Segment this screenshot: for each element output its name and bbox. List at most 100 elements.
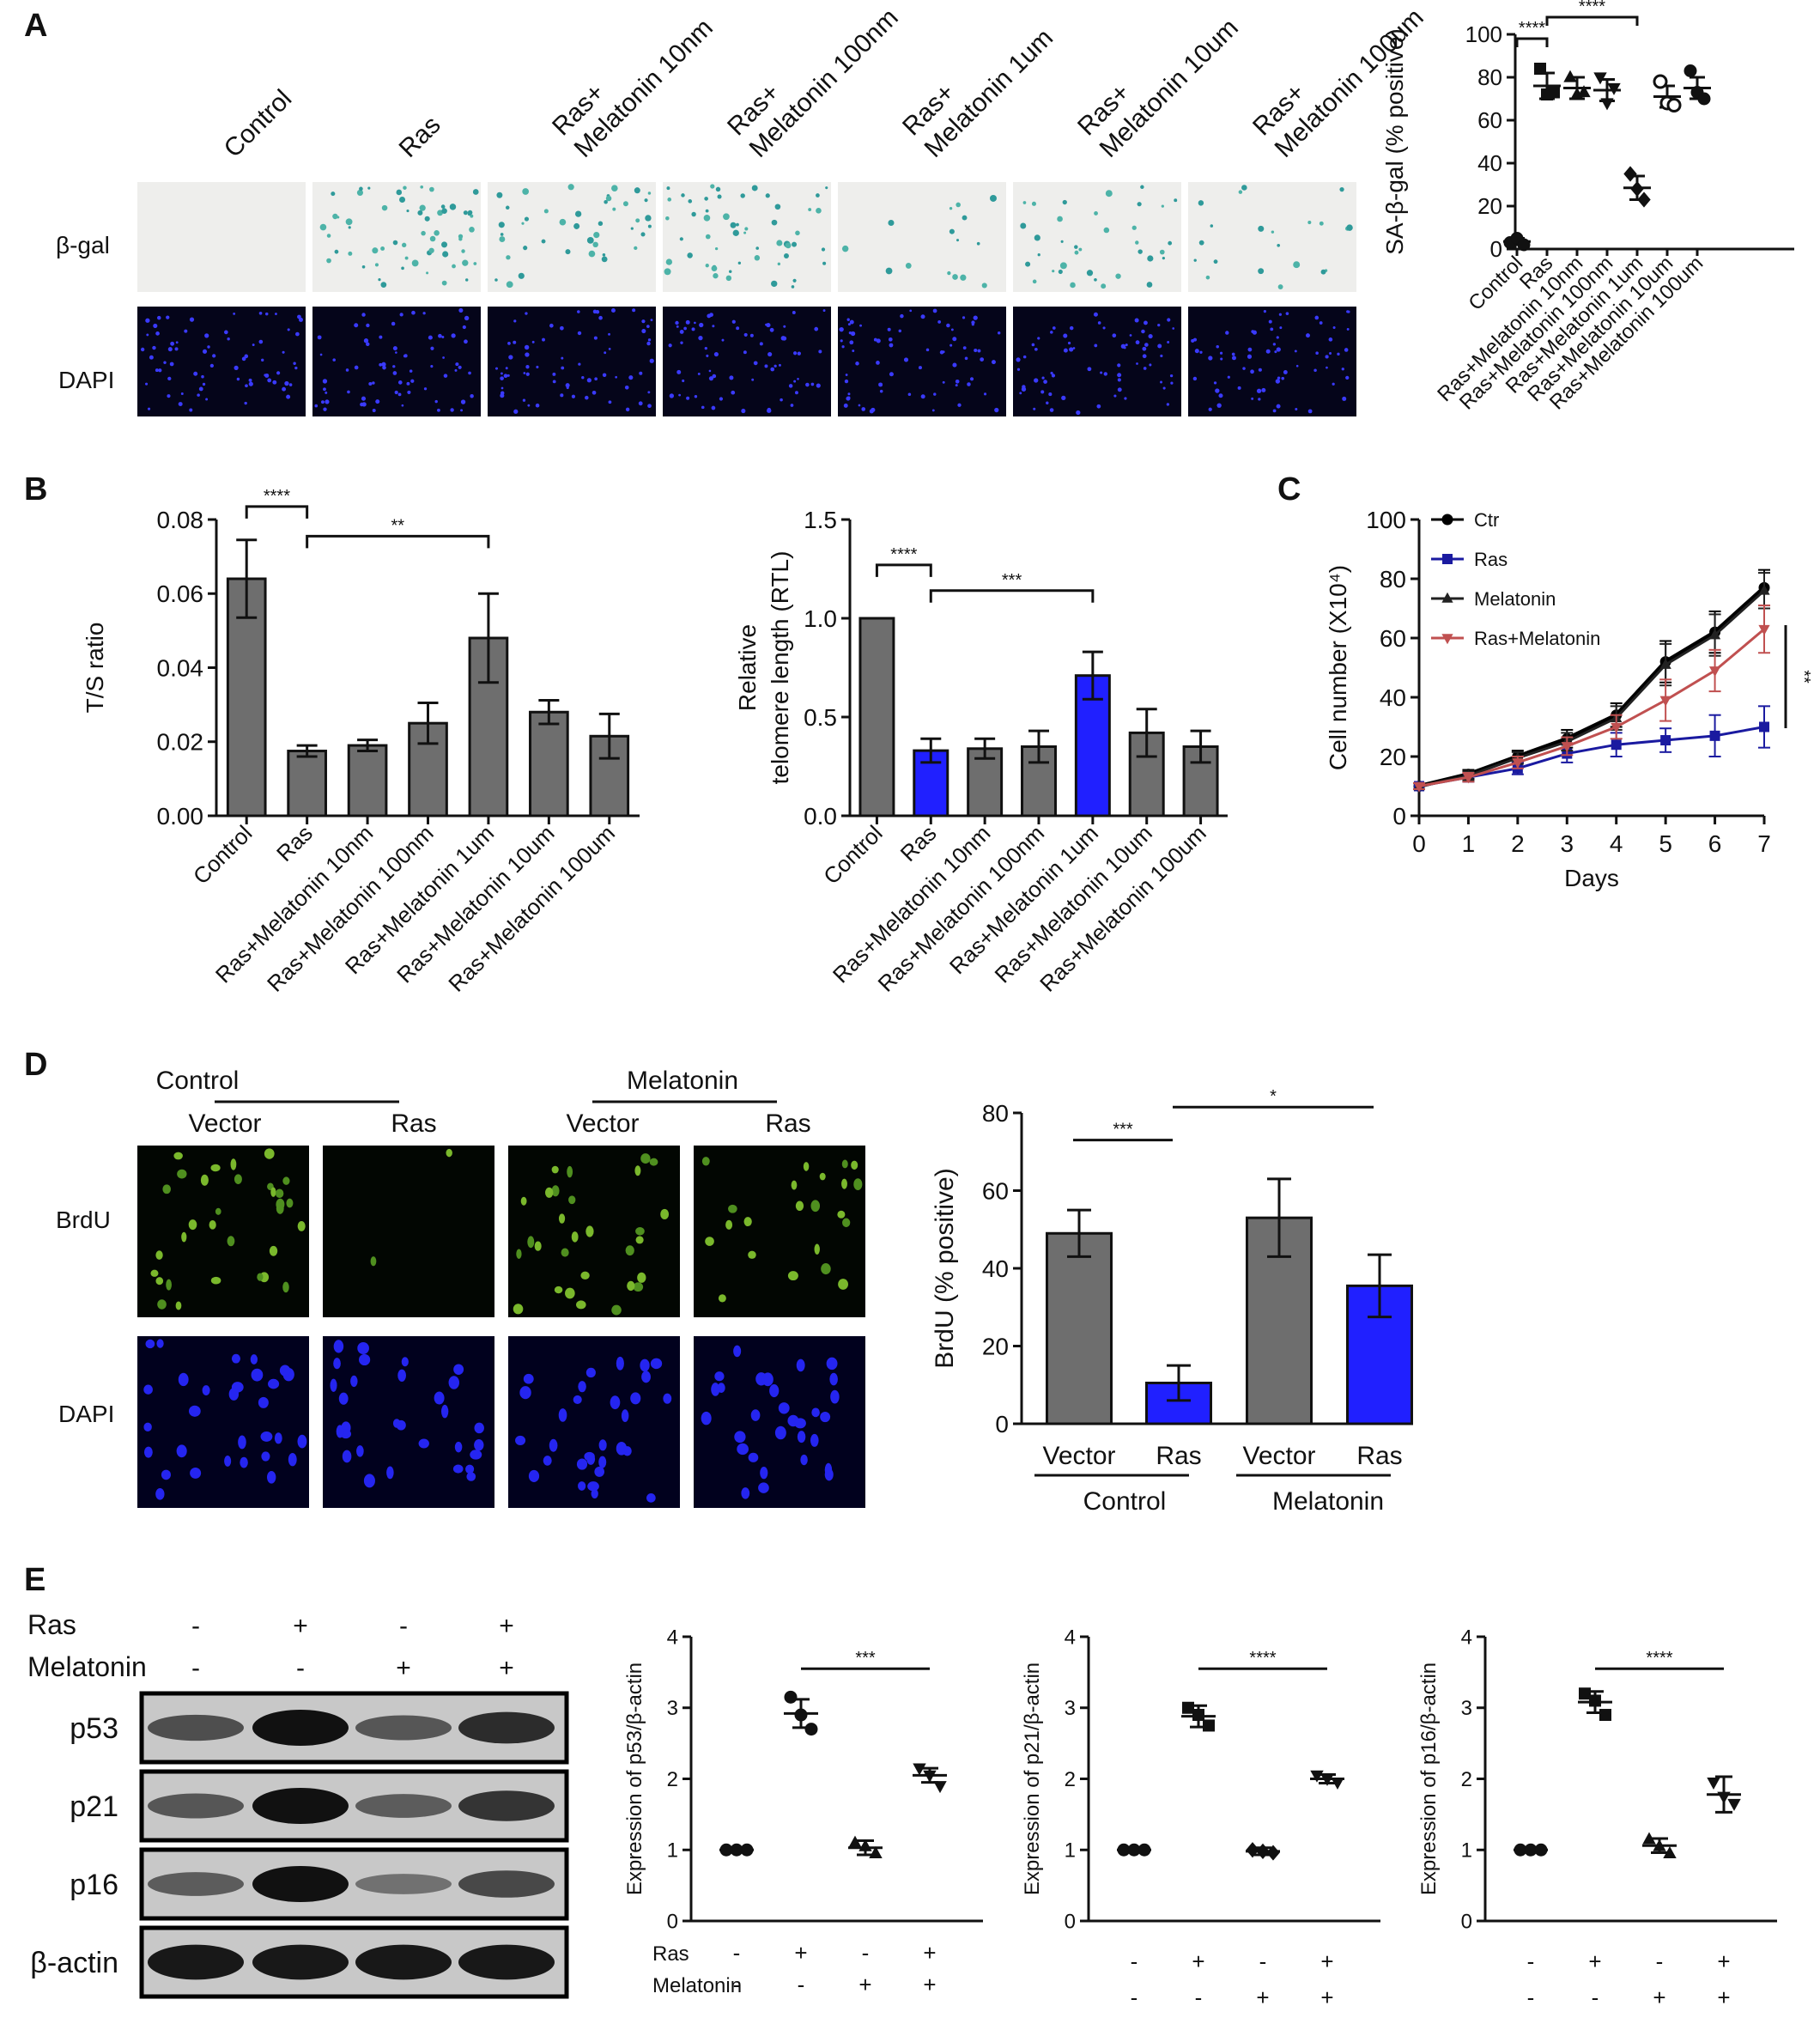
- bgal-cell: [630, 227, 634, 230]
- dapi-nucleus: [1112, 333, 1117, 338]
- dapi-nucleus: [1277, 376, 1281, 380]
- bgal-cell: [717, 194, 722, 199]
- band-label: p16: [70, 1869, 118, 1901]
- data-point: [1660, 735, 1671, 746]
- bgal-cell: [605, 195, 612, 202]
- dapi-nucleus: [407, 390, 411, 394]
- dapi-nucleus: [610, 1395, 621, 1410]
- dapi-nucleus: [440, 1404, 449, 1419]
- dapi-nucleus: [561, 356, 564, 360]
- dapi-nucleus: [1276, 336, 1279, 339]
- dapi-nucleus: [980, 357, 985, 362]
- dapi-nucleus: [679, 330, 684, 334]
- dapi-nucleus: [1231, 352, 1235, 356]
- dapi-nucleus: [320, 400, 325, 404]
- dapi-nucleus: [731, 390, 736, 395]
- dapi-nucleus: [760, 1466, 768, 1480]
- dapi-nucleus: [750, 1409, 761, 1421]
- brdu-nucleus: [748, 1250, 756, 1259]
- brdu-nucleus: [838, 1279, 848, 1290]
- dapi-nucleus: [470, 1450, 482, 1460]
- panel-d-micrographs: Control Melatonin Vector Ras Vector Ras BrdU DA…: [56, 1067, 865, 1508]
- column-label: Ras+Melatonin 10um: [1072, 14, 1244, 163]
- dapi-nucleus: [591, 1488, 598, 1499]
- bgal-cell: [665, 216, 670, 221]
- bgal-cell: [771, 219, 778, 226]
- dapi-nucleus: [1227, 375, 1230, 379]
- dapi-nucleus: [712, 325, 715, 328]
- y-tick-label: 0: [1392, 803, 1406, 830]
- dapi-nucleus: [751, 378, 755, 381]
- dapi-nucleus: [274, 1432, 282, 1444]
- dapi-nucleus: [266, 1471, 276, 1484]
- bgal-cell: [1258, 268, 1265, 275]
- dapi-nucleus: [155, 331, 160, 336]
- dapi-nucleus: [1069, 325, 1074, 331]
- dapi-nucleus: [261, 1451, 270, 1462]
- brdu-nucleus: [554, 1286, 563, 1294]
- treatment-sign: -: [1527, 1948, 1535, 1974]
- legend-marker: [1441, 592, 1453, 603]
- bgal-cell: [825, 186, 828, 190]
- dapi-nucleus: [224, 1455, 232, 1467]
- y-tick-label: 0.00: [157, 803, 204, 830]
- bgal-cell: [647, 191, 652, 195]
- bgal-cell: [1020, 222, 1027, 229]
- dapi-nucleus: [847, 323, 851, 326]
- dapi-image: [488, 307, 656, 416]
- dapi-nucleus: [503, 374, 508, 379]
- dapi-nucleus: [442, 356, 445, 359]
- dapi-nucleus: [357, 1342, 369, 1355]
- dapi-nucleus: [741, 408, 746, 414]
- dapi-nucleus: [683, 326, 687, 331]
- data-point: [1246, 1842, 1259, 1858]
- dapi-nucleus: [675, 320, 679, 325]
- dapi-nucleus: [621, 1409, 629, 1423]
- data-point: [1758, 584, 1770, 595]
- bgal-cell: [592, 241, 598, 248]
- band-label: p53: [70, 1712, 118, 1745]
- dapi-nucleus: [448, 1376, 460, 1389]
- dapi-nucleus: [647, 338, 652, 342]
- panel-label-e: E: [24, 1562, 46, 1598]
- bgal-cell: [1174, 198, 1178, 203]
- dapi-nucleus: [1213, 381, 1217, 385]
- bgal-cell: [634, 187, 640, 194]
- dapi-nucleus: [712, 374, 717, 379]
- significance-label: ***: [1113, 1121, 1133, 1140]
- bgal-cell: [1277, 284, 1283, 289]
- dapi-nucleus: [167, 376, 172, 380]
- bar: [1346, 1284, 1413, 1425]
- bgal-cell: [976, 241, 980, 246]
- dapi-nucleus: [1148, 334, 1153, 339]
- dapi-nucleus: [460, 399, 466, 404]
- dapi-nucleus: [338, 1392, 349, 1405]
- dapi-nucleus: [647, 404, 652, 409]
- dapi-nucleus: [524, 344, 530, 350]
- dapi-nucleus: [668, 343, 672, 348]
- bgal-cell: [666, 186, 670, 191]
- brdu-nucleus: [810, 1200, 821, 1213]
- bgal-cell: [667, 198, 672, 202]
- dapi-nucleus: [1219, 351, 1223, 355]
- bgal-cell: [345, 218, 353, 226]
- dapi-nucleus: [258, 311, 263, 315]
- bgal-cell: [635, 218, 640, 223]
- brdu-nucleus: [513, 1304, 524, 1315]
- dapi-nucleus: [522, 398, 526, 402]
- dapi-nucleus: [145, 1339, 155, 1349]
- dapi-nucleus: [641, 1371, 651, 1383]
- dapi-nucleus: [1167, 341, 1170, 343]
- panel-e-western-blot: Ras - + - + Melatonin - - + + p53 p21 p16 β-actin: [27, 1609, 569, 1999]
- dapi-nucleus: [797, 351, 801, 356]
- dapi-nucleus: [279, 1365, 291, 1377]
- dapi-nucleus: [401, 1357, 409, 1367]
- dapi-nucleus: [748, 1452, 759, 1462]
- dapi-nucleus: [317, 335, 322, 340]
- dapi-nucleus: [858, 404, 861, 407]
- dapi-nucleus: [323, 387, 326, 392]
- dapi-nucleus: [1192, 376, 1198, 381]
- dapi-nucleus: [184, 329, 188, 333]
- dapi-nucleus: [1295, 408, 1298, 411]
- dapi-nucleus: [1157, 323, 1161, 327]
